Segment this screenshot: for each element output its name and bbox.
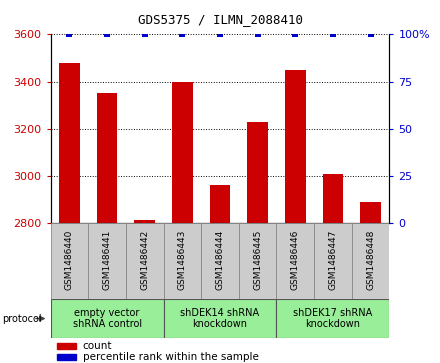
Point [254,32,261,37]
Bar [164,299,276,338]
Bar [51,223,88,299]
Text: count: count [83,341,112,351]
Bar [276,299,389,338]
Bar [164,223,201,299]
Bar [172,82,193,223]
Bar [59,63,80,223]
Point [216,32,224,37]
Text: percentile rank within the sample: percentile rank within the sample [83,352,259,362]
Bar [209,185,231,223]
Bar [201,223,239,299]
Text: GSM1486440: GSM1486440 [65,230,74,290]
Text: GSM1486445: GSM1486445 [253,230,262,290]
Text: GSM1486444: GSM1486444 [216,230,224,290]
Point [367,32,374,37]
Point [330,32,337,37]
Bar [360,202,381,223]
Text: GSM1486442: GSM1486442 [140,230,149,290]
Point [66,32,73,37]
Bar [323,174,343,223]
Text: GSM1486448: GSM1486448 [366,230,375,290]
Text: GSM1486441: GSM1486441 [103,230,112,290]
Point [103,32,110,37]
Point [292,32,299,37]
Text: GSM1486447: GSM1486447 [328,230,337,290]
Bar [88,223,126,299]
Bar [352,223,389,299]
Text: GDS5375 / ILMN_2088410: GDS5375 / ILMN_2088410 [138,13,303,26]
Bar [126,223,164,299]
Text: empty vector
shRNA control: empty vector shRNA control [73,308,142,329]
Bar [97,93,117,223]
Text: shDEK14 shRNA
knockdown: shDEK14 shRNA knockdown [180,308,260,329]
Point [179,32,186,37]
Text: protocol: protocol [2,314,42,323]
Bar [285,70,306,223]
Bar [276,223,314,299]
Bar [239,223,276,299]
Bar [134,220,155,223]
Bar [247,122,268,223]
Bar [51,299,164,338]
Point [141,32,148,37]
Text: shDEK17 shRNA
knockdown: shDEK17 shRNA knockdown [293,308,373,329]
Bar [57,343,76,349]
Text: GSM1486446: GSM1486446 [291,230,300,290]
Bar [57,354,76,360]
Text: GSM1486443: GSM1486443 [178,230,187,290]
Bar [314,223,352,299]
